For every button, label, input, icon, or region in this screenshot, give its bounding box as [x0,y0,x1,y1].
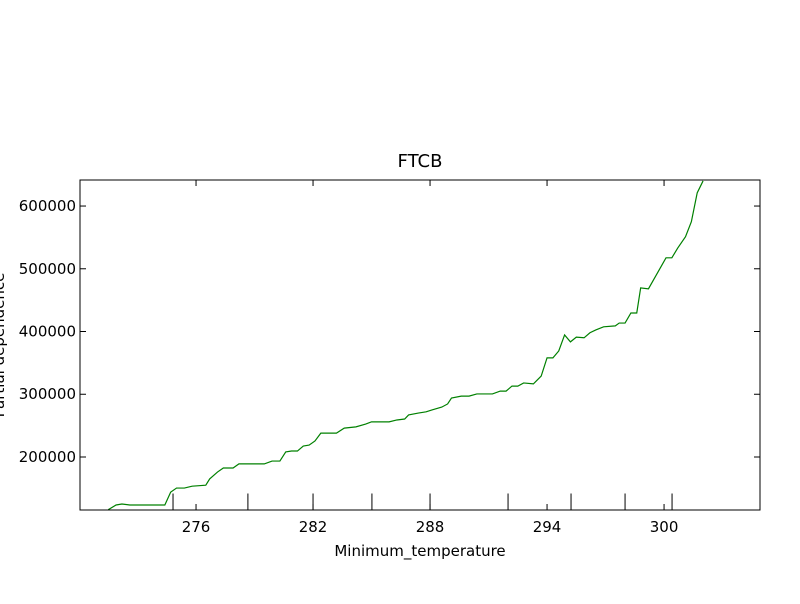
x-tick-label: 294 [533,518,562,536]
y-tick-label: 600000 [19,197,76,215]
x-tick-label: 288 [416,518,445,536]
plot-area [107,180,704,510]
x-tick-label: 300 [650,518,679,536]
y-tick-label: 300000 [19,385,76,403]
x-tick-label: 282 [299,518,328,536]
data-line [107,180,704,510]
x-axis-label: Minimum_temperature [334,542,505,561]
y-axis-label: Partial dependence [0,273,8,418]
y-tick-label: 200000 [19,448,76,466]
chart-title: FTCB [398,151,443,172]
y-tick-label: 400000 [19,323,76,341]
y-tick-label: 500000 [19,260,76,278]
axes-frame [79,179,761,511]
x-tick-label: 276 [182,518,211,536]
